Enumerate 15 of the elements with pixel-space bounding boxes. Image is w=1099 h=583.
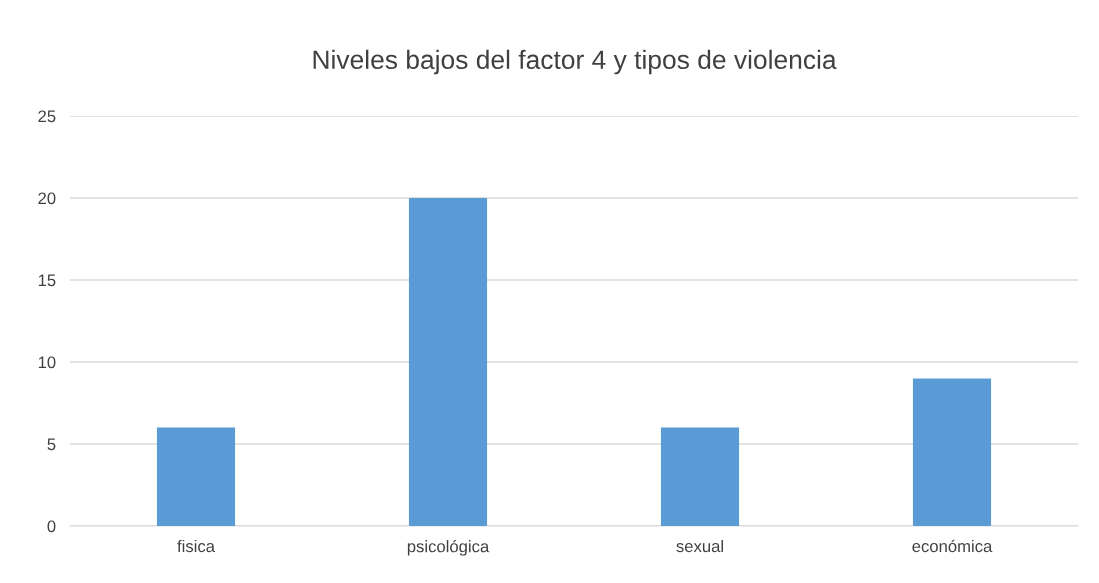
x-tick-label: psicológica (407, 539, 490, 556)
x-tick-label: económica (912, 539, 993, 553)
y-tick-label: 5 (47, 438, 56, 451)
y-tick-label: 20 (38, 192, 56, 205)
x-tick-label: sexual (676, 539, 723, 553)
bar (408, 198, 488, 526)
chart-title: Niveles bajos del factor 4 y tipos de violencia (313, 49, 837, 75)
bar (156, 427, 236, 526)
x-tick-label: fisica (177, 539, 215, 553)
bar (660, 427, 740, 526)
y-tick-label: 15 (38, 274, 56, 287)
y-tick-label: 10 (38, 356, 56, 369)
y-tick-label: 25 (38, 110, 56, 123)
y-tick-label: 0 (47, 520, 56, 533)
bar (912, 378, 992, 526)
